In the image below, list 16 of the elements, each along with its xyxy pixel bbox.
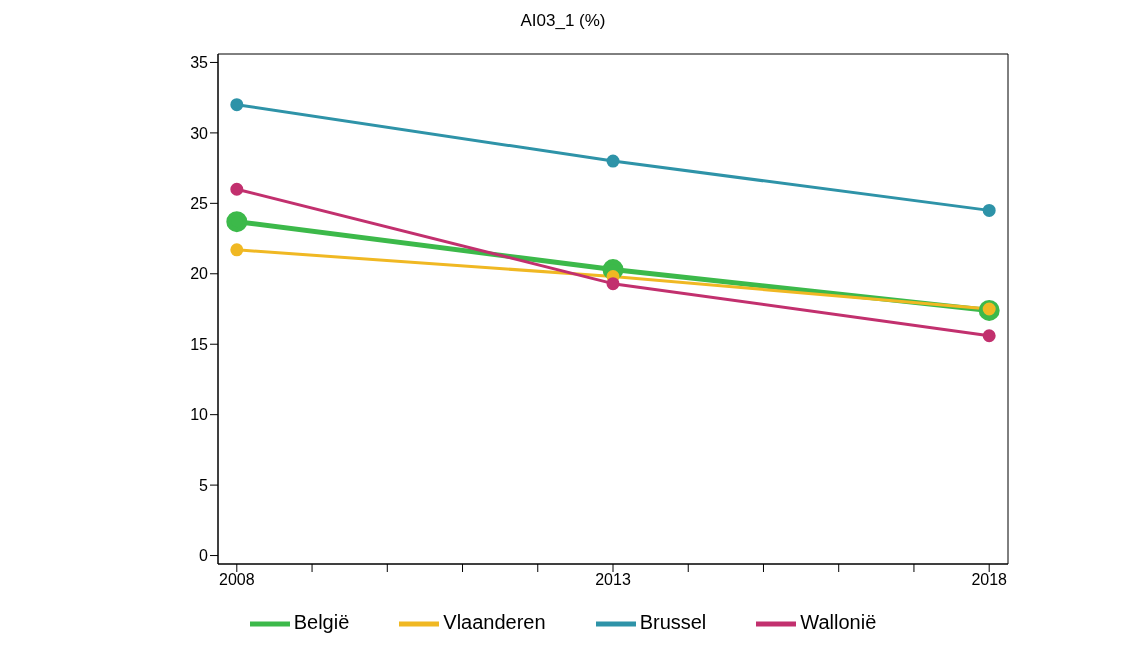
y-tick-label: 20 [190, 265, 209, 283]
legend-label: Vlaanderen [443, 611, 546, 634]
legend-label: Wallonië [800, 611, 877, 634]
legend-label: België [293, 611, 350, 634]
y-tick-label: 5 [199, 476, 209, 494]
legend-label: Brussel [639, 611, 707, 634]
chart-title: AI03_1 (%) [519, 10, 607, 32]
y-tick-label: 0 [199, 547, 209, 565]
y-tick-label: 15 [190, 335, 209, 353]
y-tick-label: 35 [190, 54, 209, 72]
y-tick-label: 25 [190, 195, 209, 213]
y-tick-label: 10 [190, 406, 209, 424]
y-tick-label: 30 [190, 124, 209, 142]
x-tick-label: 2013 [595, 571, 631, 589]
x-tick-label: 2008 [219, 571, 255, 589]
x-tick-label: 2018 [971, 571, 1008, 589]
